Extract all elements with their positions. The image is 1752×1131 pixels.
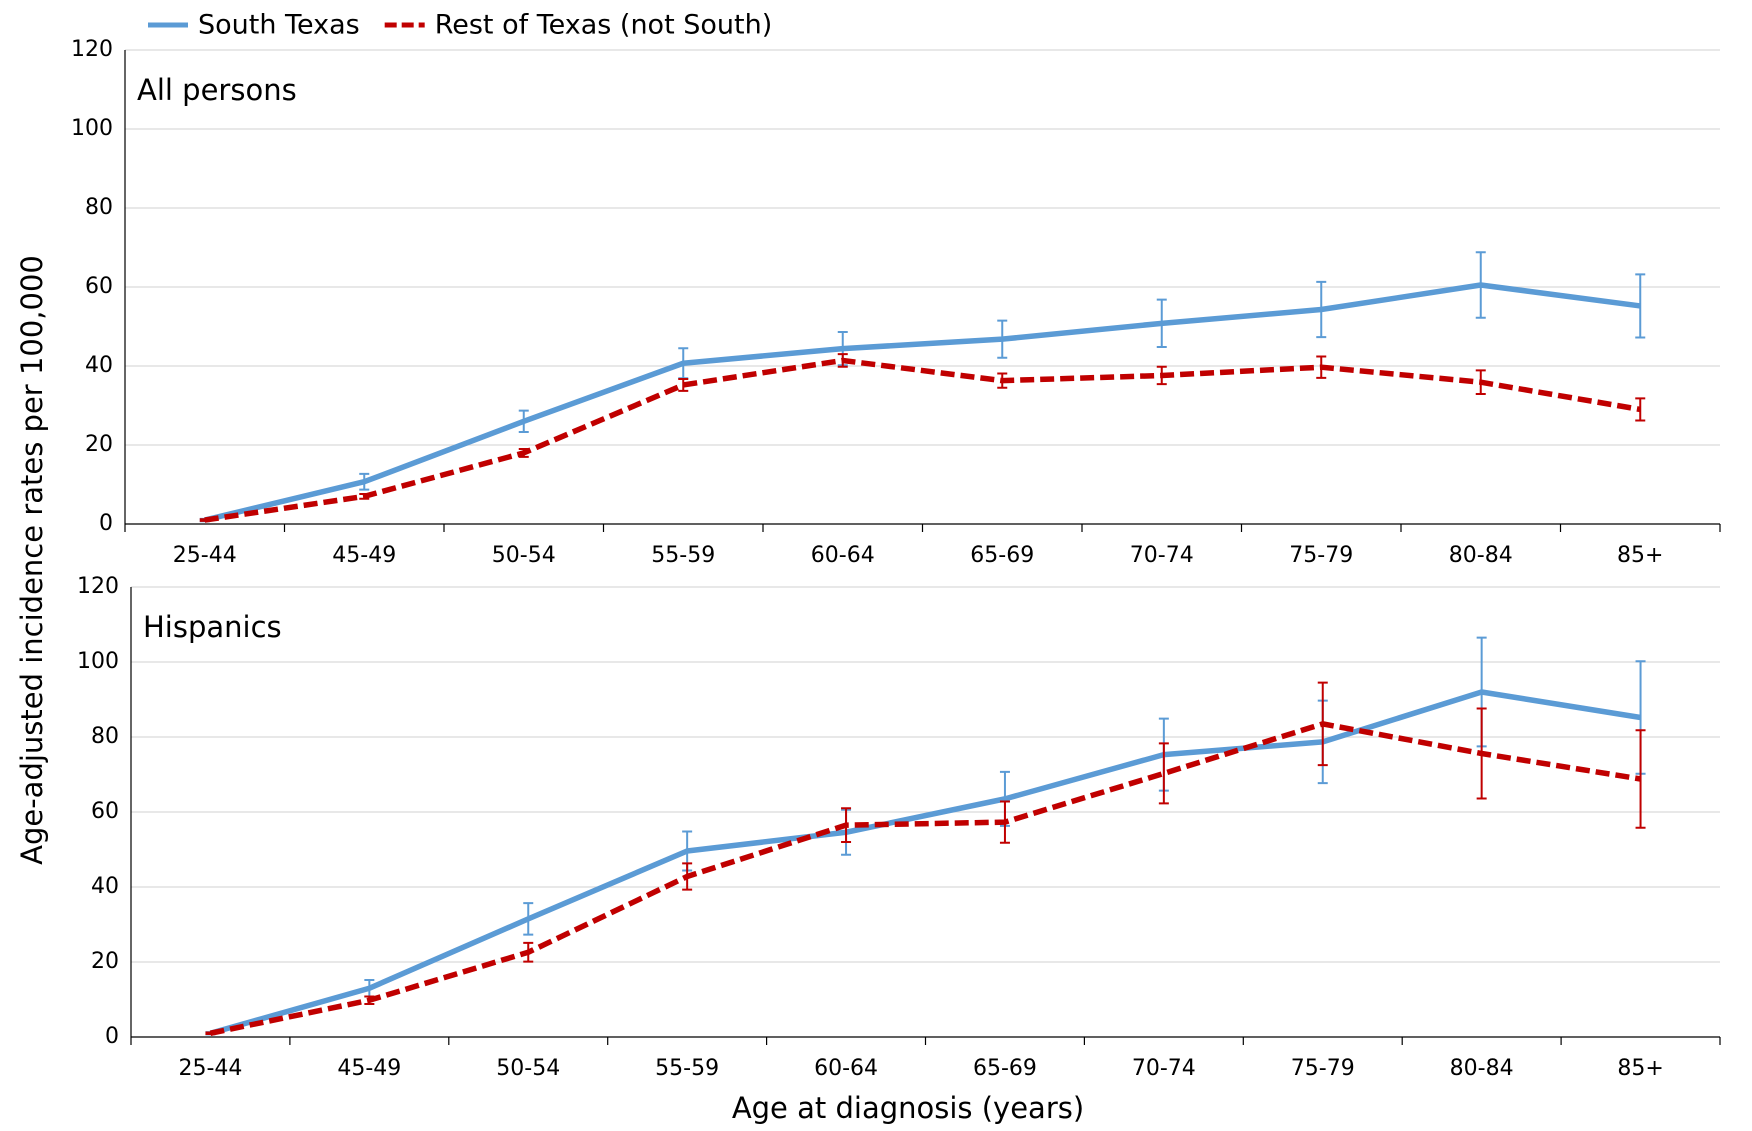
- series-line: [209, 721, 1641, 1036]
- x-tick-label: 55-59: [651, 543, 715, 568]
- series-line: [204, 282, 1641, 523]
- y-tick-label: 100: [77, 649, 119, 674]
- panel-label: Hispanics: [143, 610, 282, 644]
- x-tick-label: 60-64: [811, 543, 875, 568]
- y-tick-label: 120: [71, 37, 113, 62]
- x-tick-label: 50-54: [492, 543, 556, 568]
- x-tick-label: 60-64: [814, 1056, 878, 1081]
- x-tick-label: 85+: [1617, 543, 1663, 568]
- y-tick-label: 60: [85, 274, 113, 299]
- y-tick-label: 80: [85, 195, 113, 220]
- x-tick-label: 25-44: [178, 1056, 242, 1081]
- y-tick-label: 0: [105, 1024, 119, 1049]
- x-tick-label: 80-84: [1450, 1056, 1514, 1081]
- x-tick-label: 65-69: [973, 1056, 1037, 1081]
- y-axis-label: Age-adjusted incidence rates per 100,000: [15, 255, 49, 865]
- x-tick-label: 75-79: [1289, 543, 1353, 568]
- y-tick-label: 20: [91, 949, 119, 974]
- x-tick-label: 55-59: [655, 1056, 719, 1081]
- y-tick-label: 40: [91, 874, 119, 899]
- x-tick-label: 25-44: [173, 543, 237, 568]
- x-tick-label: 45-49: [332, 543, 396, 568]
- x-tick-label: 50-54: [496, 1056, 560, 1081]
- x-tick-label: 85+: [1617, 1056, 1663, 1081]
- panel-label: All persons: [137, 73, 297, 107]
- y-tick-label: 20: [85, 432, 113, 457]
- y-tick-label: 60: [91, 799, 119, 824]
- x-tick-label: 45-49: [337, 1056, 401, 1081]
- x-tick-label: 70-74: [1130, 543, 1194, 568]
- y-tick-label: 100: [71, 116, 113, 141]
- y-tick-label: 0: [99, 511, 113, 536]
- series-line: [204, 357, 1641, 523]
- series-line: [209, 689, 1641, 1036]
- y-tick-label: 80: [91, 724, 119, 749]
- legend-label: South Texas: [198, 10, 360, 41]
- x-axis-label: Age at diagnosis (years): [732, 1091, 1084, 1125]
- y-tick-label: 40: [85, 353, 113, 378]
- error-bar: [1158, 742, 1169, 805]
- y-tick-label: 120: [77, 574, 119, 599]
- legend-label: Rest of Texas (not South): [435, 10, 773, 41]
- x-tick-label: 65-69: [970, 543, 1034, 568]
- error-bar: [678, 378, 689, 392]
- x-tick-label: 70-74: [1132, 1056, 1196, 1081]
- x-tick-label: 75-79: [1291, 1056, 1355, 1081]
- x-tick-label: 80-84: [1449, 543, 1513, 568]
